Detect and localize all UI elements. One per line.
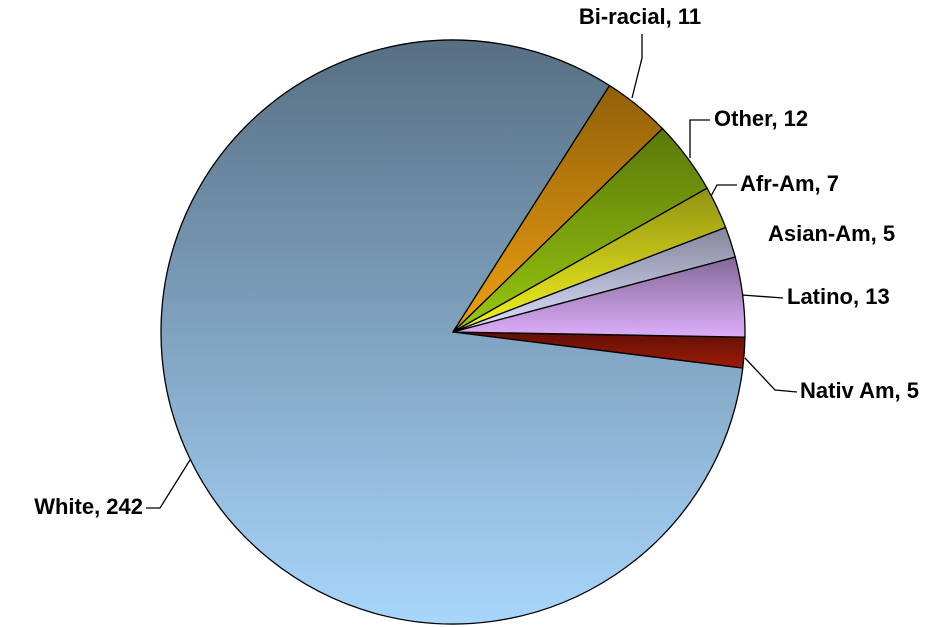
data-label: Asian-Am, 5 [768,221,895,246]
pie-slice [452,256,746,338]
pie-slice [160,39,744,625]
leader-line [146,459,191,509]
data-label: Nativ Am, 5 [800,378,919,403]
data-label: White, 242 [34,494,143,519]
data-label: Latino, 13 [787,284,890,309]
data-label: Afr-Am, 7 [740,171,839,196]
leader-line [744,357,798,393]
leader-line [710,184,737,197]
leader-line [741,294,784,299]
data-label: Bi-racial, 11 [579,4,701,29]
leader-line [631,34,643,99]
leader-line [689,119,710,158]
data-label: Other, 12 [714,106,808,131]
